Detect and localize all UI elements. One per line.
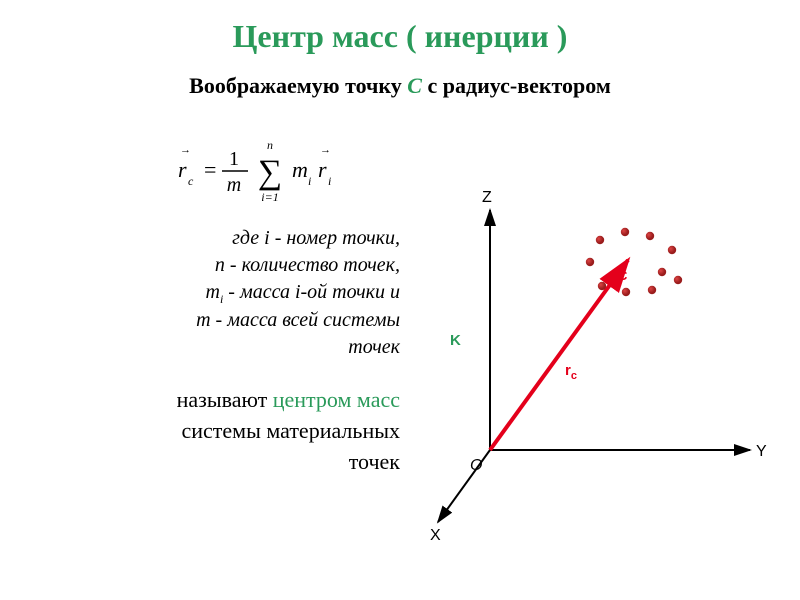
def1-post: - номер точки,	[270, 227, 400, 249]
mass-point	[668, 246, 676, 254]
conclusion-line-3: точек	[30, 447, 400, 478]
formula-sum-bottom: i=1	[261, 190, 278, 204]
def-line-5: точек	[30, 334, 400, 361]
def3-var: m	[206, 281, 220, 303]
label-o: O	[470, 457, 482, 474]
formula-ri-i: i	[328, 174, 331, 188]
mass-point	[658, 268, 666, 276]
formula-svg: → r c = 1 m n ∑ i=1 m i → r i	[170, 135, 380, 215]
formula-m: m	[227, 174, 241, 196]
formula-sigma: ∑	[258, 154, 282, 191]
formula-arrow-l: →	[180, 144, 191, 156]
def1-pre: где	[232, 227, 264, 249]
subtitle-post: с радиус-вектором	[422, 73, 611, 98]
mass-point	[598, 282, 606, 290]
def2-var: n	[215, 254, 225, 276]
formula-mi-m: m	[292, 157, 308, 182]
mass-point	[586, 258, 594, 266]
def-line-3: mi - масса i-ой точки и	[30, 279, 400, 307]
def4-var: m	[196, 309, 210, 331]
conclusion-line-2: системы материальных	[30, 416, 400, 447]
mass-point	[646, 232, 654, 240]
formula-rc-r: r	[178, 157, 187, 182]
mass-point	[648, 286, 656, 294]
conclusion: называют центром масс системы материальн…	[30, 385, 400, 477]
label-c: C	[618, 268, 628, 283]
subtitle-pre: Воображаемую точку	[189, 73, 407, 98]
def4-post: - масса всей системы	[211, 309, 400, 331]
formula-one: 1	[229, 148, 239, 170]
definitions: где i - номер точки, n - количество точе…	[30, 225, 400, 361]
formula-arrow-r: →	[320, 144, 331, 156]
formula-mi-i: i	[308, 174, 311, 188]
label-k: K	[450, 332, 461, 349]
def2-post: - количество точек,	[225, 254, 400, 276]
point-c: C	[407, 73, 422, 98]
label-z: Z	[482, 189, 492, 206]
page-title: Центр масс ( инерции )	[0, 0, 800, 55]
mass-point	[621, 228, 629, 236]
formula: → r c = 1 m n ∑ i=1 m i → r i	[170, 135, 380, 215]
formula-ri-r: r	[318, 157, 327, 182]
label-rc: rc	[565, 362, 577, 382]
mass-point	[596, 236, 604, 244]
def3-post: - масса i-ой точки и	[223, 281, 400, 303]
coordinate-diagram: Z Y X O Krc C	[410, 170, 770, 555]
subtitle: Воображаемую точку C с радиус-вектором	[0, 73, 800, 99]
formula-rc-c: c	[188, 174, 194, 188]
label-x: X	[430, 527, 441, 544]
vector-rc	[490, 260, 628, 450]
label-y: Y	[756, 443, 767, 460]
formula-sum-top: n	[267, 138, 273, 152]
conc1-green: центром масс	[273, 387, 400, 412]
mass-point	[674, 276, 682, 284]
def-line-1: где i - номер точки,	[30, 225, 400, 252]
conc1-pre: называют	[177, 387, 273, 412]
diagram-svg: Z Y X O Krc C	[410, 170, 770, 550]
mass-point	[622, 288, 630, 296]
def-line-2: n - количество точек,	[30, 252, 400, 279]
conclusion-line-1: называют центром масс	[30, 385, 400, 416]
formula-eq: =	[204, 157, 216, 182]
def-line-4: m - масса всей системы	[30, 307, 400, 334]
